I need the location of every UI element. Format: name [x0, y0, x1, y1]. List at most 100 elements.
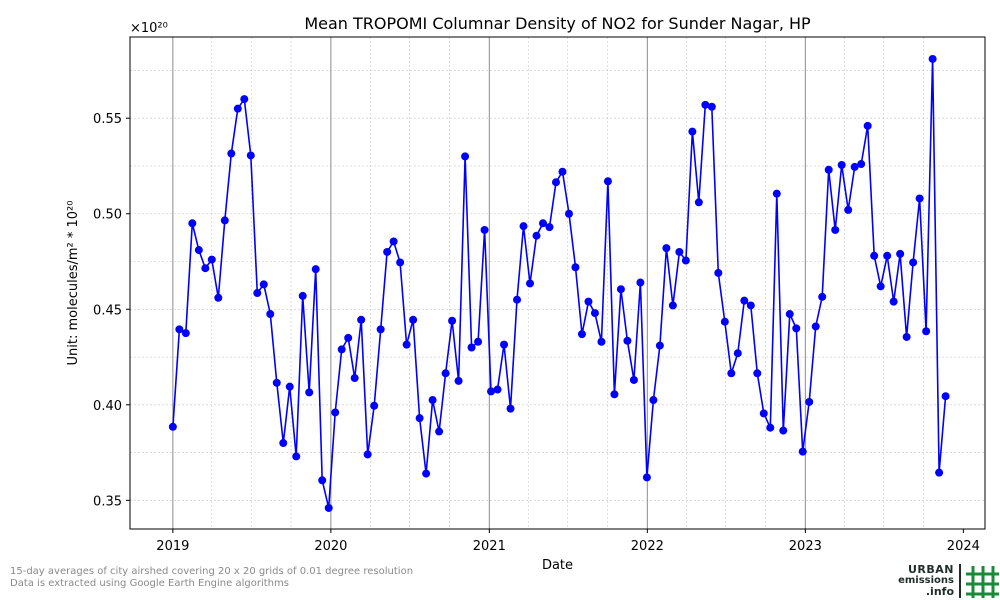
- data-point: [409, 315, 418, 324]
- data-point: [714, 268, 723, 277]
- data-point: [233, 104, 242, 113]
- data-point: [629, 375, 638, 384]
- data-point: [909, 258, 918, 267]
- data-point: [500, 340, 509, 349]
- y-tick-label: 0.50: [93, 208, 122, 223]
- data-point: [649, 396, 658, 405]
- x-axis-label: Date: [542, 558, 573, 573]
- data-point: [759, 409, 768, 418]
- data-point: [915, 194, 924, 203]
- data-point: [227, 149, 236, 158]
- plot-frame: [129, 36, 986, 530]
- data-point: [474, 337, 483, 346]
- data-point: [896, 249, 905, 258]
- footer-line-1: 15-day averages of city airshed covering…: [10, 566, 414, 577]
- data-point: [720, 317, 729, 326]
- data-point: [772, 189, 781, 198]
- data-point: [448, 316, 457, 325]
- data-point: [681, 256, 690, 265]
- data-point: [603, 177, 612, 186]
- data-point: [526, 279, 535, 288]
- x-tick-label: 2023: [789, 539, 822, 554]
- logo-line-1: URBAN: [907, 563, 954, 576]
- data-point: [253, 289, 262, 298]
- data-point: [883, 251, 892, 260]
- data-point: [350, 374, 359, 383]
- data-point: [194, 246, 203, 255]
- data-point: [779, 426, 788, 435]
- y-tick-label: 0.55: [93, 112, 122, 127]
- data-point: [188, 219, 197, 228]
- data-point: [513, 295, 522, 304]
- data-point: [402, 340, 411, 349]
- y-tick-label: 0.45: [93, 303, 122, 318]
- data-point: [597, 337, 606, 346]
- data-point: [305, 388, 314, 397]
- data-point: [337, 345, 346, 354]
- data-point: [519, 222, 528, 231]
- data-point: [733, 349, 742, 358]
- data-point: [240, 95, 249, 104]
- data-point: [610, 390, 619, 399]
- data-point: [311, 265, 320, 274]
- data-point: [889, 297, 898, 306]
- data-point: [506, 404, 515, 413]
- y-tick-label: 0.40: [93, 399, 122, 414]
- urban-emissions-logo: URBAN emissions .info: [896, 562, 1000, 600]
- data-point: [480, 225, 489, 234]
- data-point: [318, 476, 327, 485]
- data-point: [850, 162, 859, 171]
- data-point: [746, 301, 755, 310]
- data-point: [461, 152, 470, 161]
- data-point: [389, 237, 398, 246]
- data-point: [694, 198, 703, 207]
- grid: [130, 37, 985, 529]
- data-point: [259, 280, 268, 289]
- x-tick-label: 2024: [947, 539, 980, 554]
- data-point: [279, 439, 288, 448]
- chart-title: Mean TROPOMI Columnar Density of NO2 for…: [304, 14, 811, 33]
- axes: 2019 2020 2021 2022 2023 2024 0.35 0.40 0.45 0.50…: [93, 112, 980, 554]
- data-point: [272, 378, 281, 387]
- data-point: [370, 401, 379, 410]
- data-point: [688, 127, 697, 136]
- data-point: [396, 258, 405, 267]
- data-point: [584, 297, 593, 306]
- data-point: [266, 310, 275, 319]
- data-point: [818, 292, 827, 301]
- data-point: [831, 225, 840, 234]
- series-layer: [168, 54, 950, 512]
- data-point: [876, 282, 885, 291]
- data-point: [454, 376, 463, 385]
- data-point: [558, 167, 567, 176]
- data-point: [740, 296, 749, 305]
- data-point: [577, 330, 586, 339]
- data-point: [811, 322, 820, 331]
- data-point: [928, 54, 937, 63]
- data-point: [701, 100, 710, 109]
- data-point: [785, 310, 794, 319]
- data-point: [292, 452, 301, 461]
- data-point: [564, 209, 573, 218]
- data-point: [467, 343, 476, 352]
- data-point: [623, 336, 632, 345]
- data-point: [844, 205, 853, 214]
- data-point: [376, 325, 385, 334]
- data-point: [766, 423, 775, 432]
- data-point: [331, 408, 340, 417]
- y-axis-label: Unit: molecules/m² * 10²⁰: [66, 201, 81, 366]
- logo-grid-icon: [959, 564, 999, 598]
- data-point: [675, 247, 684, 256]
- data-point: [870, 251, 879, 260]
- logo-line-2: emissions: [898, 575, 954, 586]
- x-tick-label: 2021: [473, 539, 506, 554]
- data-point: [207, 255, 216, 264]
- data-point: [175, 325, 184, 334]
- x-tick-label: 2022: [631, 539, 664, 554]
- data-point: [493, 385, 502, 394]
- data-point: [246, 151, 255, 160]
- data-point: [422, 469, 431, 478]
- data-point: [590, 309, 599, 318]
- data-point: [428, 396, 437, 405]
- footer-note: 15-day averages of city airshed covering…: [10, 566, 413, 590]
